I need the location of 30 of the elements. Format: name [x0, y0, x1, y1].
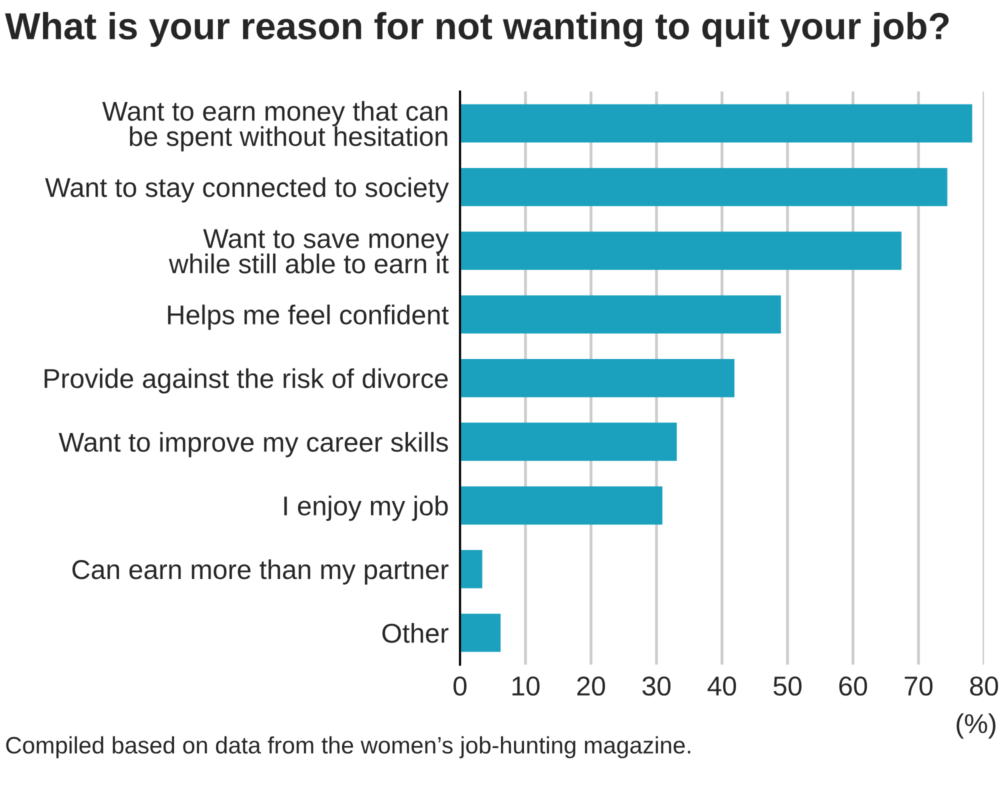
- x-axis-title: (%): [956, 713, 996, 739]
- bar: [460, 614, 501, 652]
- bar: [460, 104, 972, 142]
- x-tick-label: 70: [904, 676, 933, 696]
- bar: [460, 295, 781, 334]
- bar: [460, 486, 662, 525]
- y-tick-label: Provide against the risk of divorce: [44, 368, 448, 394]
- x-tick-label: 20: [577, 676, 606, 696]
- bar: [460, 550, 482, 588]
- chart-title: What is your reason for not wanting to quit your job?: [5, 12, 949, 48]
- x-tick-label: 80: [970, 676, 998, 696]
- y-tick-label: I enjoy my job: [284, 496, 448, 521]
- y-tick-label: Want to earn money that can be spent without hesitation: [102, 100, 448, 152]
- bar: [460, 358, 734, 398]
- y-tick-label: Want to improve my career skills: [58, 432, 448, 458]
- x-tick-label: 10: [512, 676, 540, 696]
- y-tick-label: Want to save money while still able to earn it: [168, 229, 449, 274]
- bar: [460, 168, 948, 206]
- y-tick-label: Other: [382, 623, 448, 643]
- x-tick-label: 0: [454, 676, 466, 696]
- y-tick-label: Helps me feel confident: [168, 304, 449, 330]
- y-tick-label: Want to stay connected to society: [45, 177, 449, 202]
- text: Compiled based on data from the women’s job-hunting magazine.: [6, 736, 690, 758]
- bar: [460, 422, 677, 461]
- bar: [460, 232, 902, 270]
- x-tick-label: 30: [642, 676, 671, 696]
- x-tick-label: 60: [839, 676, 868, 696]
- x-tick-label: 40: [708, 676, 736, 696]
- y-tick-label: Can earn more than my partner: [72, 559, 448, 585]
- x-tick-label: 50: [774, 676, 802, 696]
